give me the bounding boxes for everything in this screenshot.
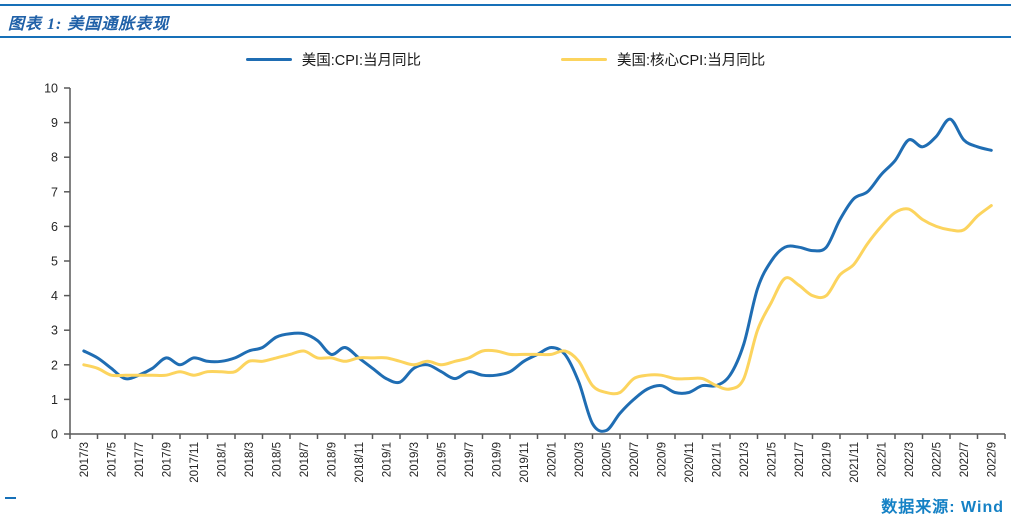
cpi-line bbox=[82, 117, 993, 433]
x-tick-label: 2019/9 bbox=[491, 442, 503, 477]
y-tick-label: 0 bbox=[51, 428, 58, 442]
x-tick-label: 2018/11 bbox=[354, 442, 366, 483]
data-source: 数据来源: Wind bbox=[881, 499, 1004, 516]
x-tick-label: 2022/5 bbox=[931, 442, 943, 477]
chart-title: 图表 1: 美国通胀表现 bbox=[8, 16, 170, 33]
y-tick-label: 7 bbox=[51, 185, 58, 199]
x-tick-label: 2017/3 bbox=[79, 442, 91, 477]
x-tick-label: 2020/3 bbox=[574, 442, 586, 477]
y-tick-label: 6 bbox=[51, 220, 58, 234]
chart-legend: 美国:CPI:当月同比 美国:核心CPI:当月同比 bbox=[0, 49, 1011, 70]
y-tick-label: 4 bbox=[51, 289, 58, 303]
x-tick-label: 2020/7 bbox=[629, 442, 641, 477]
x-tick-label: 2017/11 bbox=[189, 442, 201, 483]
legend-item-core-cpi: 美国:核心CPI:当月同比 bbox=[561, 49, 765, 70]
axes bbox=[69, 88, 1005, 435]
x-tick-label: 2021/11 bbox=[849, 442, 861, 483]
footer-dash bbox=[5, 497, 16, 499]
y-tick-label: 8 bbox=[51, 151, 58, 165]
x-tick-label: 2022/1 bbox=[876, 442, 888, 477]
y-tick-label: 10 bbox=[44, 82, 58, 96]
legend-label-core-cpi: 美国:核心CPI:当月同比 bbox=[617, 53, 766, 69]
x-tick-label: 2019/7 bbox=[464, 442, 476, 477]
cpi-line-swatch bbox=[245, 58, 292, 61]
y-tick-label: 2 bbox=[51, 358, 58, 372]
x-tick-label: 2017/5 bbox=[106, 442, 118, 477]
y-tick-label: 5 bbox=[51, 255, 58, 269]
title-divider bbox=[0, 36, 1011, 38]
legend-item-cpi: 美国:CPI:当月同比 bbox=[245, 49, 421, 70]
x-tick-label: 2021/5 bbox=[766, 442, 778, 477]
x-tick-label: 2018/3 bbox=[244, 442, 256, 477]
x-tick-label: 2018/1 bbox=[216, 442, 228, 477]
x-tick-label: 2019/1 bbox=[381, 442, 393, 477]
top-divider bbox=[0, 4, 1011, 6]
x-tick-label: 2020/1 bbox=[546, 442, 558, 477]
x-tick-label: 2018/7 bbox=[299, 442, 311, 477]
x-tick-label: 2022/3 bbox=[904, 442, 916, 477]
x-tick-label: 2018/5 bbox=[271, 442, 283, 477]
x-tick-label: 2020/11 bbox=[684, 442, 696, 483]
x-tick-label: 2017/9 bbox=[161, 442, 173, 477]
x-tick-label: 2021/1 bbox=[711, 442, 723, 477]
x-tick-label: 2022/9 bbox=[986, 442, 998, 477]
legend-label-cpi: 美国:CPI:当月同比 bbox=[301, 53, 421, 69]
x-tick-label: 2022/7 bbox=[959, 442, 971, 477]
x-tick-label: 2019/11 bbox=[519, 442, 531, 483]
y-tick-label: 9 bbox=[51, 116, 58, 130]
x-tick-label: 2020/9 bbox=[656, 442, 668, 477]
x-tick-label: 2018/9 bbox=[326, 442, 338, 477]
x-tick-label: 2017/7 bbox=[134, 442, 146, 477]
x-tick-label: 2021/9 bbox=[821, 442, 833, 477]
x-tick-label: 2019/3 bbox=[409, 442, 421, 477]
y-tick-label: 1 bbox=[51, 393, 58, 407]
x-tick-label: 2021/7 bbox=[794, 442, 806, 477]
core-cpi-line bbox=[82, 204, 993, 396]
x-tick-label: 2021/3 bbox=[739, 442, 751, 477]
y-tick-label: 3 bbox=[51, 324, 58, 338]
core-cpi-line-swatch bbox=[561, 58, 607, 61]
x-tick-label: 2020/5 bbox=[601, 442, 613, 477]
x-tick-label: 2019/5 bbox=[436, 442, 448, 477]
